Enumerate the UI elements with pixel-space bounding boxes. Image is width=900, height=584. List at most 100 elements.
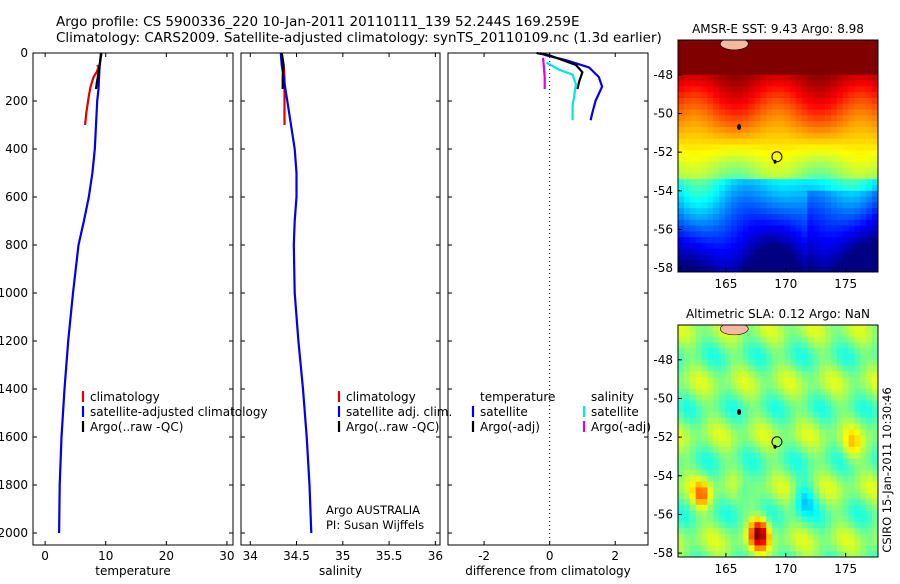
legend-label-argo-raw-qc: Argo(..raw -QC) [346, 420, 439, 434]
heatmap-cell [748, 80, 755, 87]
heatmap-cell [801, 98, 808, 105]
heatmap-cell [719, 458, 726, 465]
heatmap-cell [754, 248, 761, 255]
heatmap-cell [683, 45, 691, 52]
heatmap-cell [713, 458, 720, 465]
heatmap-cell [789, 98, 797, 105]
heatmap-cell [813, 475, 820, 482]
heatmap-cell [719, 138, 726, 145]
heatmap-cell [801, 92, 808, 99]
heatmap-cell [742, 98, 749, 105]
heatmap-cell [772, 214, 779, 221]
heatmap-cell [825, 499, 832, 506]
heatmap-cell [795, 516, 802, 523]
heatmap-cell [778, 196, 785, 203]
heatmap-cell [807, 406, 814, 413]
heatmap-cell [772, 516, 779, 523]
heatmap-cell [836, 248, 844, 255]
heatmap-cell [783, 446, 791, 453]
heatmap-cell [807, 69, 814, 76]
heatmap-cell [713, 208, 720, 215]
heatmap-cell [683, 266, 691, 272]
heatmap-cell [772, 92, 779, 99]
heatmap-cell [689, 69, 697, 76]
heatmap-cell [766, 127, 773, 134]
heatmap-cell [866, 446, 873, 453]
heatmap-cell [854, 441, 861, 448]
heatmap-cell [707, 103, 714, 110]
heatmap-cell [707, 354, 714, 361]
heatmap-cell [772, 551, 779, 557]
heatmap-cell [736, 528, 744, 535]
heatmap-cell [848, 406, 855, 413]
heatmap-cell [707, 545, 714, 552]
heatmap-cell [725, 522, 732, 529]
heatmap-cell [719, 132, 726, 139]
map-y-tick-label: -50 [653, 391, 673, 405]
heatmap-cell [836, 452, 844, 459]
y-tick-label: 1200 [0, 334, 28, 348]
heatmap-cell [801, 243, 808, 250]
heatmap-cell [789, 167, 797, 174]
heatmap-cell [860, 493, 867, 500]
heatmap-cell [766, 487, 773, 494]
heatmap-cell [760, 80, 767, 87]
heatmap-cell [683, 371, 691, 378]
heatmap-cell [801, 412, 808, 419]
heatmap-cell [695, 92, 702, 99]
heatmap-cell [766, 150, 773, 157]
heatmap-cell [678, 499, 685, 506]
heatmap-cell [701, 173, 708, 180]
legend-label-temperature-satellite: satellite [480, 405, 528, 419]
heatmap-cell [830, 464, 838, 471]
heatmap-cell [825, 336, 832, 343]
heatmap-cell [813, 208, 820, 215]
heatmap-cell [719, 74, 726, 81]
heatmap-cell [689, 40, 697, 47]
heatmap-cell [778, 109, 785, 116]
heatmap-cell [778, 208, 785, 215]
heatmap-cell [830, 156, 838, 163]
heatmap-cell [713, 487, 720, 494]
heatmap-cell [725, 208, 732, 215]
heatmap-cell [754, 156, 761, 163]
heatmap-cell [695, 51, 702, 58]
heatmap-cell [713, 348, 720, 355]
heatmap-cell [695, 69, 702, 76]
heatmap-cell [725, 127, 732, 134]
heatmap-cell [760, 40, 767, 47]
heatmap-cell [825, 196, 832, 203]
map-y-tick-label: -56 [653, 222, 673, 236]
heatmap-cell [695, 150, 702, 157]
heatmap-cell [825, 150, 832, 157]
heatmap-cell [719, 103, 726, 110]
heatmap-cell [719, 266, 726, 272]
heatmap-cell [707, 214, 714, 221]
heatmap-cell [872, 528, 878, 535]
heatmap-cell [707, 533, 714, 540]
heatmap-cell [713, 156, 720, 163]
heatmap-cell [707, 115, 714, 122]
heatmap-cell [748, 98, 755, 105]
heatmap-cell [801, 481, 808, 488]
heatmap-cell [725, 446, 732, 453]
heatmap-cell [772, 243, 779, 250]
heatmap-cell [807, 40, 814, 47]
heatmap-cell [736, 103, 744, 110]
heatmap-cell [748, 504, 755, 511]
heatmap-cell [772, 342, 779, 349]
heatmap-cell [754, 173, 761, 180]
heatmap-cell [760, 237, 767, 244]
heatmap-cell [748, 214, 755, 221]
heatmap-cell [736, 429, 744, 436]
heatmap-cell [701, 98, 708, 105]
heatmap-cell [807, 394, 814, 401]
heatmap-cell [825, 516, 832, 523]
heatmap-cell [872, 167, 878, 174]
heatmap-cell [860, 69, 867, 76]
heatmap-cell [713, 161, 720, 168]
heatmap-cell [683, 470, 691, 477]
heatmap-cell [801, 69, 808, 76]
heatmap-cell [836, 423, 844, 430]
heatmap-cell [742, 446, 749, 453]
